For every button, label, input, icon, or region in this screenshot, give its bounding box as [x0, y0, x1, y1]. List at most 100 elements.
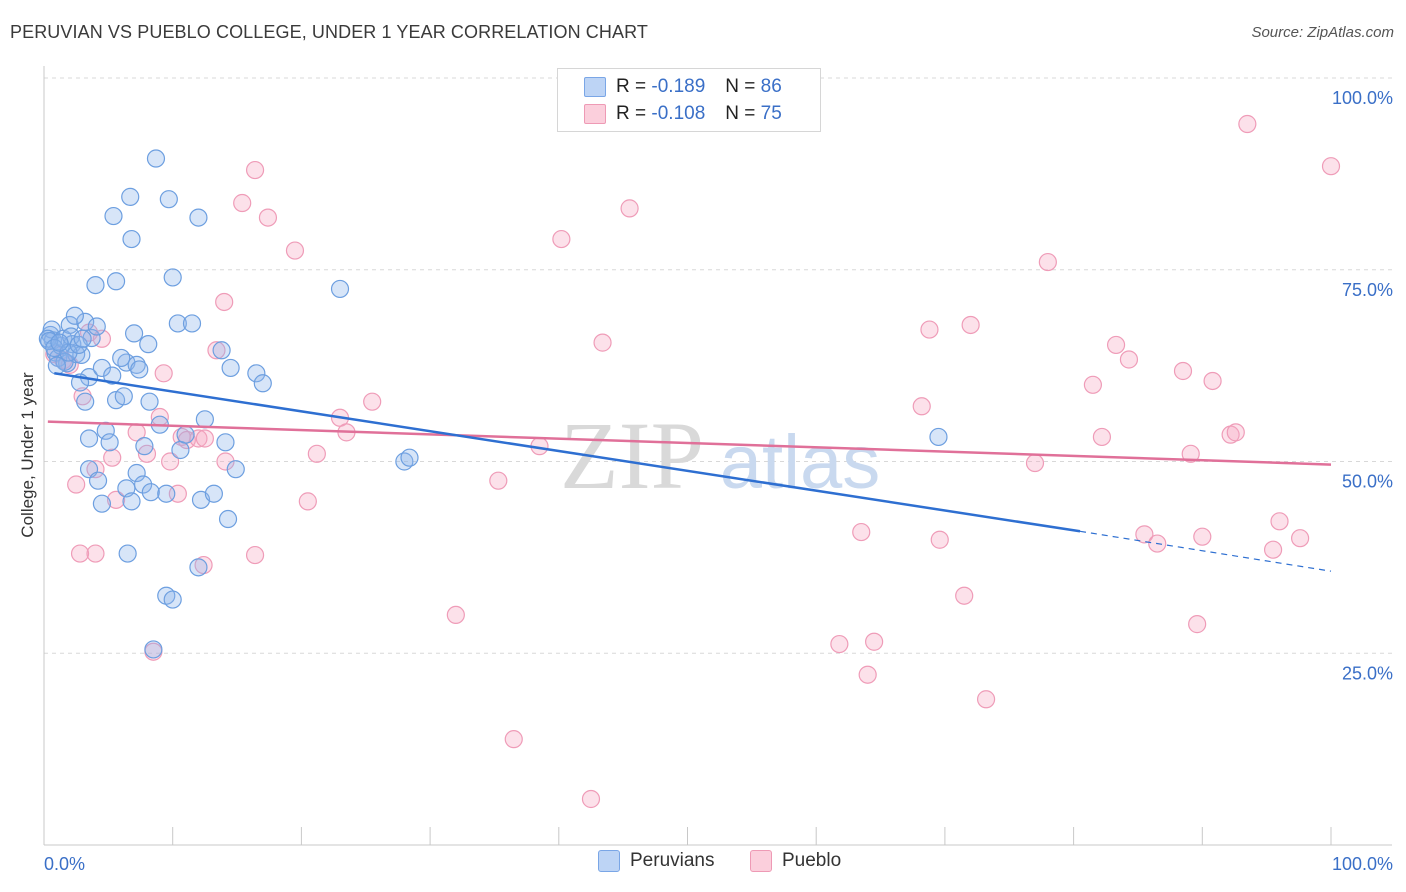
peruvians-point: [59, 343, 78, 362]
watermark-atlas: atlas: [720, 420, 881, 505]
pueblo-point: [207, 341, 226, 360]
peruvians-point: [60, 315, 79, 335]
pueblo-point: [955, 586, 974, 605]
r-value: -0.108: [651, 103, 706, 124]
x-tick-label: 100.0%: [1332, 854, 1393, 874]
pueblo-point: [1291, 529, 1310, 548]
peruvians-point: [146, 149, 166, 168]
legend-row-peruvians: R = -0.189 N = 86: [584, 74, 782, 100]
r-value: -0.189: [651, 76, 706, 97]
pueblo-point: [307, 444, 326, 463]
pueblo-point: [103, 448, 122, 467]
pueblo-point: [830, 634, 849, 654]
peruvians-point: [65, 306, 84, 325]
pueblo-point: [1238, 114, 1257, 134]
peruvians-point: [86, 275, 105, 295]
pueblo-point: [258, 208, 278, 227]
pueblo-point: [1263, 540, 1283, 559]
pueblo-point: [858, 665, 877, 684]
peruvians-point: [122, 229, 141, 249]
pueblo-point: [285, 241, 305, 260]
peruvians-legend-swatch: [598, 850, 620, 872]
pueblo-point: [67, 475, 86, 494]
tick-labels: 100.0% 75.0% 50.0% 25.0% 0.0% 100.0%: [44, 88, 1393, 874]
peruvians-point: [141, 483, 160, 502]
pueblo-point: [363, 392, 382, 411]
pueblo-point: [245, 545, 265, 565]
peruvians-point: [216, 433, 235, 452]
pueblo-point: [1119, 350, 1139, 369]
peruvians-point: [195, 410, 214, 429]
peruvians-point: [114, 387, 133, 406]
pueblo-point: [593, 333, 612, 352]
n-label: N =: [725, 103, 756, 124]
pueblo-point: [930, 530, 949, 549]
peruvians-point: [168, 314, 187, 333]
peruvians-point: [106, 272, 126, 291]
peruvians-point: [253, 374, 272, 393]
pueblo-point: [1193, 527, 1212, 546]
pueblo-point: [852, 522, 871, 542]
peruvians-point: [104, 206, 123, 226]
pueblo-point: [86, 460, 105, 479]
pueblo-point: [1173, 361, 1193, 381]
peruvians-point: [130, 360, 149, 379]
pueblo-point: [195, 429, 214, 448]
peruvians-point: [221, 358, 240, 378]
stats-legend: R = -0.189 N = 86 R = -0.108 N = 75: [557, 68, 821, 132]
x-tick-label: 0.0%: [44, 854, 85, 874]
legend-label-pueblo: Pueblo: [782, 850, 842, 871]
pueblo-point: [976, 690, 996, 709]
pueblo-point: [1106, 335, 1126, 355]
peruvians-point: [127, 463, 146, 483]
peruvians-point: [163, 590, 182, 609]
chart-title: PERUVIAN VS PUEBLO COLLEGE, UNDER 1 YEAR…: [10, 22, 648, 42]
pueblo-point: [1092, 427, 1112, 447]
peruvians-point: [189, 208, 208, 227]
y-tick-label: 50.0%: [1342, 472, 1393, 492]
peruvians-point: [144, 640, 163, 659]
n-label: N =: [725, 76, 756, 97]
pueblo-point: [581, 789, 601, 809]
peruvians-point: [330, 279, 350, 299]
trend-lines: [47, 372, 1332, 572]
pueblo-point: [216, 452, 235, 471]
y-tick-label: 100.0%: [1332, 88, 1393, 108]
legend-row-pueblo: R = -0.108 N = 75: [584, 101, 782, 127]
pueblo-point: [161, 452, 180, 471]
peruvians-point: [400, 448, 419, 467]
pueblo-point: [489, 471, 508, 490]
r-label: R =: [616, 103, 647, 124]
pueblo-point: [298, 492, 317, 511]
peruvians-point: [92, 494, 112, 513]
pueblo-legend-swatch: [750, 850, 772, 872]
pueblo-point: [920, 320, 939, 339]
peruvians-point: [121, 187, 140, 206]
pueblo-point: [1270, 512, 1289, 531]
peruvians-point: [79, 429, 99, 448]
peruvians-point: [133, 475, 153, 494]
legend-item-pueblo[interactable]: Pueblo: [750, 850, 841, 872]
peruvians-point: [92, 358, 112, 378]
peruvians-point: [171, 440, 190, 460]
pueblo-point: [1181, 444, 1200, 463]
pueblo-point: [154, 364, 173, 383]
y-tick-label: 25.0%: [1342, 663, 1393, 683]
pueblo-point: [1321, 157, 1341, 176]
peruvians-point: [88, 471, 108, 490]
axis-layer: [43, 66, 1392, 846]
peruvians-point: [204, 484, 223, 503]
y-tick-label: 75.0%: [1342, 280, 1393, 300]
r-label: R =: [616, 76, 647, 97]
legend-label-peruvians: Peruvians: [630, 850, 715, 871]
pueblo-point: [1038, 252, 1057, 272]
peruvians-point: [139, 335, 158, 354]
legend-item-peruvians[interactable]: Peruvians: [598, 850, 715, 872]
y-axis-label: College, Under 1 year: [18, 372, 37, 538]
peruvians-point: [76, 392, 95, 411]
peruvians-point: [140, 392, 159, 411]
pueblo-point: [865, 632, 884, 651]
pueblo-point: [961, 315, 980, 335]
peruvians-point: [182, 314, 202, 333]
